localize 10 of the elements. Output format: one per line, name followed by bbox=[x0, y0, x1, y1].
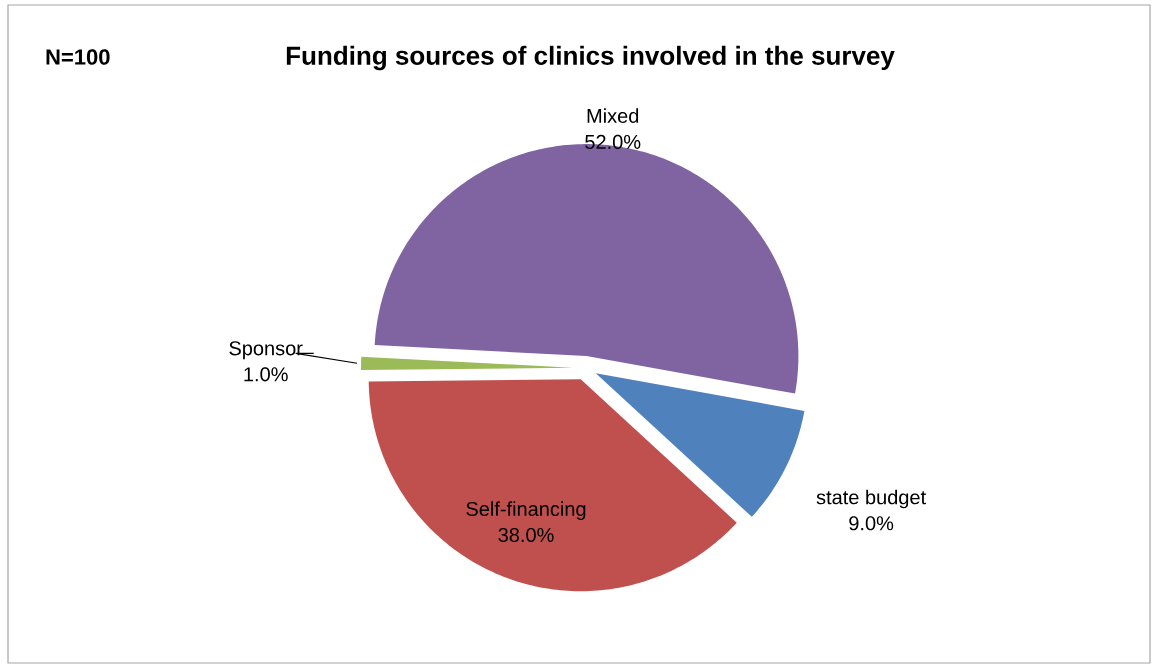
data-label: 1.0% bbox=[244, 367, 288, 382]
text: N=100 bbox=[46, 49, 110, 65]
data-label: 9.0% bbox=[849, 516, 894, 531]
data-label: 52.0% bbox=[585, 134, 641, 149]
slice-label: state budget bbox=[816, 489, 926, 509]
data-label: 38.0% bbox=[498, 527, 554, 543]
slice-label: Self-financing bbox=[466, 501, 586, 520]
chart-title: Funding sources of clinics involved in the survey bbox=[286, 45, 895, 71]
slice-label: Mixed bbox=[587, 108, 639, 123]
slice-label: Sponsor bbox=[229, 341, 303, 360]
